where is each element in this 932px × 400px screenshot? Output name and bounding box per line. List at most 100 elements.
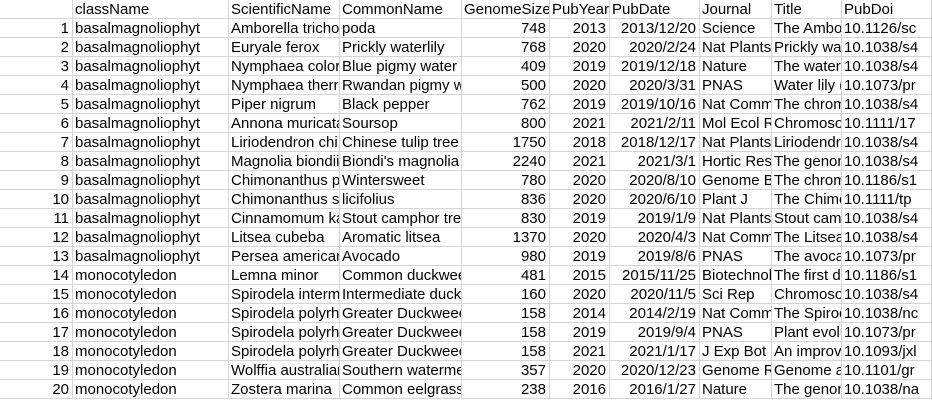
row-number-cell[interactable]: 8 (0, 152, 73, 171)
cell-genome-size[interactable]: 830 (462, 209, 550, 228)
cell-title[interactable]: Water lily ( (772, 76, 842, 95)
cell-common-name[interactable]: Common duckwee (340, 266, 462, 285)
cell-scientific-name[interactable]: Amborella tricho (229, 19, 340, 38)
cell-common-name[interactable]: Rwandan pigmy w (340, 76, 462, 95)
cell-title[interactable]: An improv (772, 342, 842, 361)
cell-common-name[interactable]: Wintersweet (340, 171, 462, 190)
row-number-cell[interactable]: 17 (0, 323, 73, 342)
cell-pub-doi[interactable]: 10.1038/na (842, 380, 932, 399)
cell-pub-doi[interactable]: 10.1186/s1 (842, 266, 932, 285)
cell-scientific-name[interactable]: Zostera marina (229, 380, 340, 399)
cell-common-name[interactable]: poda (340, 19, 462, 38)
cell-scientific-name[interactable]: Spirodela polyrh (229, 304, 340, 323)
cell-title[interactable]: The Spiroc (772, 304, 842, 323)
cell-title[interactable]: Stout camp (772, 209, 842, 228)
cell-pub-year[interactable]: 2019 (550, 209, 610, 228)
cell-common-name[interactable]: Chinese tulip tree (340, 133, 462, 152)
cell-journal[interactable]: Nat Plants (700, 133, 772, 152)
cell-journal[interactable]: Nat Plants (700, 209, 772, 228)
cell-scientific-name[interactable]: Persea american (229, 247, 340, 266)
cell-scientific-name[interactable]: Nymphaea color (229, 57, 340, 76)
row-number-cell[interactable]: 16 (0, 304, 73, 323)
cell-scientific-name[interactable]: Litsea cubeba (229, 228, 340, 247)
cell-journal[interactable]: Hortic Res (700, 152, 772, 171)
cell-pub-doi[interactable]: 10.1038/s4 (842, 95, 932, 114)
cell-title[interactable]: The Litsea (772, 228, 842, 247)
cell-pub-date[interactable]: 2021/1/17 (610, 342, 700, 361)
cell-pub-doi[interactable]: 10.1111/17 (842, 114, 932, 133)
cell-pub-year[interactable]: 2019 (550, 57, 610, 76)
row-number-cell[interactable]: 19 (0, 361, 73, 380)
cell-title[interactable]: Genome a (772, 361, 842, 380)
cell-pub-year[interactable]: 2018 (550, 133, 610, 152)
row-number-cell[interactable]: 12 (0, 228, 73, 247)
cell-scientific-name[interactable]: Annona muricata (229, 114, 340, 133)
corner-cell[interactable] (0, 0, 73, 19)
cell-genome-size[interactable]: 768 (462, 38, 550, 57)
cell-class-name[interactable]: basalmagnoliophyt (73, 114, 229, 133)
cell-pub-year[interactable]: 2020 (550, 190, 610, 209)
cell-class-name[interactable]: monocotyledon (73, 342, 229, 361)
cell-genome-size[interactable]: 158 (462, 304, 550, 323)
cell-scientific-name[interactable]: Euryale ferox (229, 38, 340, 57)
cell-common-name[interactable]: Biondi's magnolia (340, 152, 462, 171)
cell-pub-doi[interactable]: 10.1126/sc (842, 19, 932, 38)
cell-journal[interactable]: Nat Comm (700, 228, 772, 247)
cell-title[interactable]: Prickly wat (772, 38, 842, 57)
cell-pub-doi[interactable]: 10.1038/s4 (842, 152, 932, 171)
cell-scientific-name[interactable]: Liriodendron chi (229, 133, 340, 152)
cell-common-name[interactable]: Prickly waterlily (340, 38, 462, 57)
cell-common-name[interactable]: Aromatic litsea (340, 228, 462, 247)
cell-common-name[interactable]: Black pepper (340, 95, 462, 114)
cell-journal[interactable]: Genome R (700, 361, 772, 380)
cell-pub-date[interactable]: 2016/1/27 (610, 380, 700, 399)
row-number-cell[interactable]: 4 (0, 76, 73, 95)
cell-journal[interactable]: Sci Rep (700, 285, 772, 304)
cell-scientific-name[interactable]: Chimonanthus pi (229, 171, 340, 190)
row-number-cell[interactable]: 6 (0, 114, 73, 133)
cell-journal[interactable]: PNAS (700, 247, 772, 266)
cell-class-name[interactable]: basalmagnoliophyt (73, 152, 229, 171)
cell-class-name[interactable]: basalmagnoliophyt (73, 247, 229, 266)
cell-class-name[interactable]: monocotyledon (73, 323, 229, 342)
cell-title[interactable]: The genon (772, 152, 842, 171)
cell-genome-size[interactable]: 238 (462, 380, 550, 399)
cell-common-name[interactable]: Greater Duckweed (340, 323, 462, 342)
cell-pub-doi[interactable]: 10.1186/s1 (842, 171, 932, 190)
row-number-cell[interactable]: 10 (0, 190, 73, 209)
row-number-cell[interactable]: 18 (0, 342, 73, 361)
cell-genome-size[interactable]: 158 (462, 342, 550, 361)
cell-class-name[interactable]: monocotyledon (73, 285, 229, 304)
cell-class-name[interactable]: monocotyledon (73, 361, 229, 380)
cell-class-name[interactable]: basalmagnoliophyt (73, 133, 229, 152)
cell-journal[interactable]: Biotechnol (700, 266, 772, 285)
cell-scientific-name[interactable]: Cinnamomum ka (229, 209, 340, 228)
row-number-cell[interactable]: 14 (0, 266, 73, 285)
column-header-pub-doi[interactable]: PubDoi (842, 0, 932, 19)
column-header-class-name[interactable]: className (73, 0, 229, 19)
cell-pub-date[interactable]: 2020/3/31 (610, 76, 700, 95)
cell-class-name[interactable]: basalmagnoliophyt (73, 228, 229, 247)
cell-scientific-name[interactable]: Nymphaea therr (229, 76, 340, 95)
cell-genome-size[interactable]: 160 (462, 285, 550, 304)
cell-scientific-name[interactable]: Chimonanthus sa (229, 190, 340, 209)
cell-pub-year[interactable]: 2020 (550, 76, 610, 95)
cell-pub-date[interactable]: 2020/4/3 (610, 228, 700, 247)
cell-title[interactable]: The avoca (772, 247, 842, 266)
cell-journal[interactable]: Science (700, 19, 772, 38)
row-number-cell[interactable]: 20 (0, 380, 73, 399)
cell-common-name[interactable]: Avocado (340, 247, 462, 266)
cell-pub-doi[interactable]: 10.1038/s4 (842, 38, 932, 57)
column-header-pub-date[interactable]: PubDate (610, 0, 700, 19)
cell-pub-year[interactable]: 2016 (550, 380, 610, 399)
cell-pub-doi[interactable]: 10.1073/pr (842, 323, 932, 342)
cell-genome-size[interactable]: 357 (462, 361, 550, 380)
cell-pub-date[interactable]: 2021/3/1 (610, 152, 700, 171)
cell-genome-size[interactable]: 748 (462, 19, 550, 38)
cell-pub-date[interactable]: 2014/2/19 (610, 304, 700, 323)
cell-common-name[interactable]: licifolius (340, 190, 462, 209)
cell-class-name[interactable]: monocotyledon (73, 266, 229, 285)
cell-pub-date[interactable]: 2015/11/25 (610, 266, 700, 285)
cell-pub-doi[interactable]: 10.1111/tp (842, 190, 932, 209)
cell-scientific-name[interactable]: Wolffia australiar (229, 361, 340, 380)
